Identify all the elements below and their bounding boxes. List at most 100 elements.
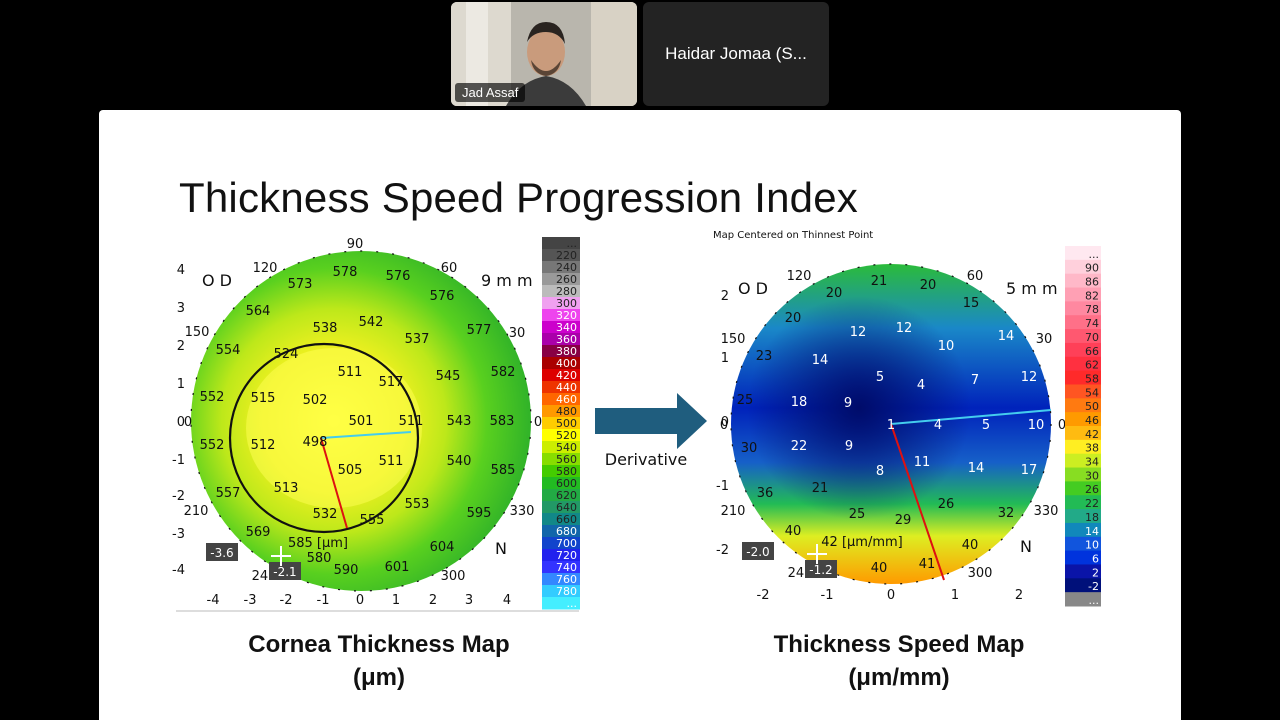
legend-swatch [1065, 550, 1101, 565]
map-value: 18 [791, 395, 808, 410]
map-value: 555 [360, 513, 385, 528]
legend-label: 6 [1092, 552, 1099, 565]
y-tick-label: -2 [716, 543, 729, 558]
axis-angle-label: 60 [441, 261, 458, 276]
map-value: 5 [982, 418, 990, 433]
legend-label: 640 [556, 501, 577, 514]
pointer-value-box: -2.1 [273, 565, 296, 579]
legend-swatch [1065, 592, 1101, 607]
legend-label: 54 [1085, 386, 1099, 399]
legend-label: 460 [556, 393, 577, 406]
legend-swatch [542, 573, 580, 586]
map-value: 578 [333, 265, 358, 280]
legend-swatch [542, 285, 580, 298]
axis-angle-label: 0 [184, 415, 192, 430]
map-value: 573 [288, 277, 313, 292]
y-tick-label: 1 [721, 351, 729, 366]
map-value: 552 [200, 390, 225, 405]
legend-swatch [1065, 398, 1101, 413]
legend-label: 560 [556, 453, 577, 466]
legend-swatch [1065, 315, 1101, 330]
caption-unit: (μm) [352, 664, 405, 691]
nasal-marker: N [495, 539, 507, 558]
legend-swatch [1065, 439, 1101, 455]
legend-label: 220 [556, 249, 577, 262]
legend-swatch [542, 537, 580, 550]
x-tick-label: -3 [244, 593, 257, 608]
legend-label: 420 [556, 369, 577, 382]
legend-swatch [1065, 467, 1101, 482]
map-value: 502 [303, 393, 328, 408]
legend-swatch [1065, 246, 1101, 261]
legend-swatch [542, 525, 580, 538]
legend-swatch [1065, 453, 1101, 469]
axis-angle-label: 60 [967, 269, 984, 284]
map-value: 8 [876, 464, 884, 479]
map-value: 4 [917, 378, 925, 393]
derivative-arrow: Derivative [595, 393, 707, 469]
map-value: 25 [849, 507, 866, 522]
arrow-label: Derivative [605, 450, 688, 469]
axis-angle-label: 210 [721, 504, 746, 519]
axis-angle-label: 0 [1058, 418, 1066, 433]
map-value: 42 [μm/mm] [821, 535, 902, 550]
map-value: 590 [334, 563, 359, 578]
thickness-speed-map: Map Centered on Thinnest Point 212020152… [713, 230, 1101, 607]
map-value: 40 [785, 524, 802, 539]
map-value: 40 [871, 561, 888, 576]
legend-swatch [542, 405, 580, 418]
map-value: 552 [200, 438, 225, 453]
map-value: 12 [1021, 370, 1038, 385]
map-value: 564 [246, 304, 271, 319]
legend-swatch [542, 357, 580, 370]
nasal-marker: N [1020, 537, 1032, 556]
map-value: 505 [338, 463, 363, 478]
map-value: 23 [756, 349, 773, 364]
x-tick-label: 2 [429, 593, 437, 608]
legend-swatch [542, 549, 580, 562]
legend-swatch [542, 585, 580, 598]
legend-label: 440 [556, 381, 577, 394]
axis-angle-label: 330 [1034, 504, 1059, 519]
legend-label: 58 [1085, 372, 1099, 385]
video-tile-jad-assaf[interactable]: Jad Assaf [451, 2, 637, 106]
legend-swatch [542, 597, 580, 610]
y-tick-label: 0 [177, 415, 185, 430]
legend-label: 66 [1085, 345, 1099, 358]
video-tile-haidar-jomaa[interactable]: Haidar Jomaa (S... [643, 2, 829, 106]
caption-line: Thickness Speed Map [773, 631, 1025, 658]
x-tick-label: -2 [280, 593, 293, 608]
legend-label: 380 [556, 345, 577, 358]
legend-swatch [542, 465, 580, 478]
map-value: 557 [216, 486, 241, 501]
x-tick-label: 4 [503, 593, 511, 608]
legend-swatch [1065, 412, 1101, 427]
map-value: 14 [968, 461, 985, 476]
caption-unit: (μm/mm) [848, 664, 950, 691]
axis-angle-label: 150 [185, 325, 210, 340]
legend-swatch [542, 261, 580, 274]
legend-label: 360 [556, 333, 577, 346]
cornea-thickness-map: 578 576 573 576 564 538 542 537 577 554 524 511 517 5… [172, 237, 580, 612]
x-tick-label: -2 [757, 588, 770, 603]
map-value: 32 [998, 506, 1015, 521]
y-tick-label: -1 [172, 453, 185, 468]
legend-label: 38 [1085, 442, 1099, 455]
legend-label: ... [1089, 248, 1100, 261]
map-value: 4 [934, 418, 942, 433]
pupil-circle [228, 342, 420, 534]
map-value: 537 [405, 332, 430, 347]
legend-swatch [542, 501, 580, 514]
x-tick-label: 3 [465, 593, 473, 608]
map-value: 26 [938, 497, 955, 512]
legend-swatch [542, 237, 580, 250]
legend-swatch [542, 345, 580, 358]
map-value: 554 [216, 343, 241, 358]
map-value: 511 [399, 414, 424, 429]
legend-swatch [1065, 481, 1101, 496]
legend-swatch [1065, 509, 1101, 524]
map-value: 14 [998, 329, 1015, 344]
legend-label: ... [567, 237, 578, 250]
map-value: 545 [436, 369, 461, 384]
legend-label: 600 [556, 477, 577, 490]
